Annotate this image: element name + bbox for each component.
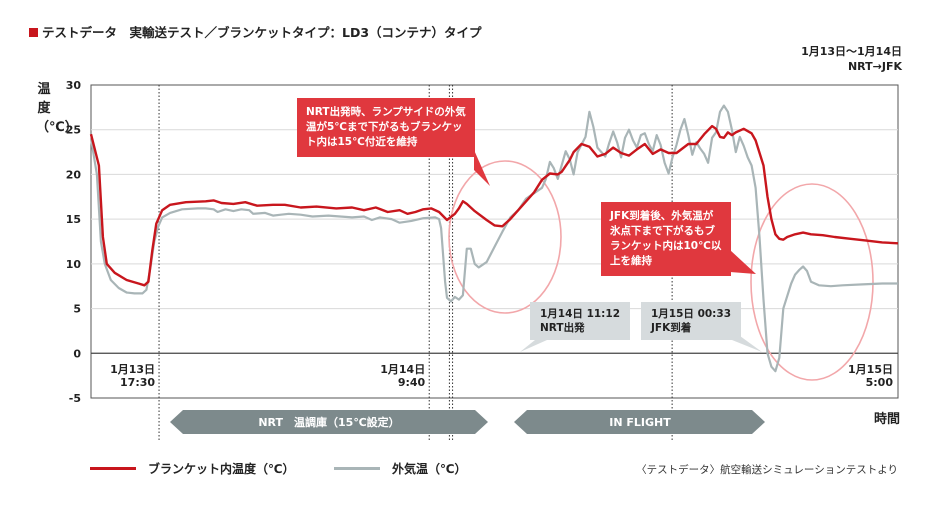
band-nrt <box>170 410 488 434</box>
nrt-note: NRT出発時、ランプサイドの外気温が5℃まで下がるもブランケット内は15℃付近を… <box>297 98 475 157</box>
jfk-arrive-label: 1月15日 00:33 JFK到着 <box>641 302 741 340</box>
nrt-depart-date: 1月14日 11:12 <box>540 308 620 320</box>
plot-frame <box>90 84 899 399</box>
y-tick-label: 5 <box>73 303 81 316</box>
legend-inside-label: ブランケット内温度（℃） <box>148 462 295 476</box>
title-square-icon <box>29 28 38 37</box>
grid <box>90 84 899 399</box>
route-airports: NRT→JFK <box>847 60 902 73</box>
legend-inside: ブランケット内温度（℃） <box>90 460 295 477</box>
jfk-note: JFK到着後、外気温が氷点下まで下がるもブランケット内は10℃以上を維持 <box>601 202 731 276</box>
jfk-note-pointer <box>730 250 756 274</box>
phase-bands: NRT 温調庫（15℃設定） IN FLIGHT <box>170 410 765 434</box>
series-inside-line <box>89 124 899 287</box>
jfk-arrive-pointer <box>722 336 762 352</box>
chart-title-text: テストデータ 実輸送テスト／ブランケットタイプ：LD3（コンテナ）タイプ <box>42 25 482 40</box>
route-date: 1月13日〜1月14日 <box>801 45 902 58</box>
legend-outside: 外気温（℃） <box>334 460 467 477</box>
legend-outside-swatch <box>334 467 380 470</box>
source-note: 〈テストデータ〉航空輸送シミュレーションテストより <box>636 464 898 476</box>
nrt-depart-text: NRT出発 <box>540 322 585 334</box>
y-tick-label: 20 <box>66 168 82 181</box>
y-tick-label: 0 <box>73 347 81 360</box>
nrt-depart-label: 1月14日 11:12 NRT出発 <box>530 302 630 340</box>
nrt-highlight-circle <box>448 160 562 314</box>
y-tick-label: 25 <box>66 124 81 137</box>
y-tick-label: 10 <box>66 258 82 271</box>
chart-title: テストデータ 実輸送テスト／ブランケットタイプ：LD3（コンテナ）タイプ <box>29 22 482 41</box>
x-tick-label: 1月13日 17:30 <box>110 363 155 389</box>
jfk-arrive-text: JFK到着 <box>651 322 692 334</box>
route-label: 1月13日〜1月14日 NRT→JFK <box>801 44 902 74</box>
band-flight-label: IN FLIGHT <box>609 416 671 429</box>
x-axis-label: 時間 <box>873 412 900 427</box>
jfk-arrive-date: 1月15日 00:33 <box>651 308 731 320</box>
band-nrt-label: NRT 温調庫（15℃設定） <box>258 415 399 429</box>
y-tick-label: -5 <box>69 392 81 405</box>
legend-inside-swatch <box>90 467 136 470</box>
jfk-highlight-circle <box>750 183 874 381</box>
x-tick-label: 1月15日 5:00 <box>848 363 893 389</box>
band-flight <box>514 410 765 434</box>
nrt-note-pointer <box>474 150 490 186</box>
highlight-circles <box>448 160 874 381</box>
nrt-depart-pointer <box>520 336 556 352</box>
series-outside-line <box>89 104 898 373</box>
y-tick-label: 30 <box>66 79 82 92</box>
y-tick-label: 15 <box>66 213 81 226</box>
series-lines <box>89 104 899 373</box>
legend-outside-label: 外気温（℃） <box>392 462 467 476</box>
y-ticks: 30 25 20 15 10 5 0 -5 <box>66 79 82 405</box>
x-tick-label: 1月14日 9:40 <box>380 363 425 389</box>
x-ticks: 1月13日 17:30 1月14日 9:40 1月15日 5:00 <box>110 363 893 389</box>
